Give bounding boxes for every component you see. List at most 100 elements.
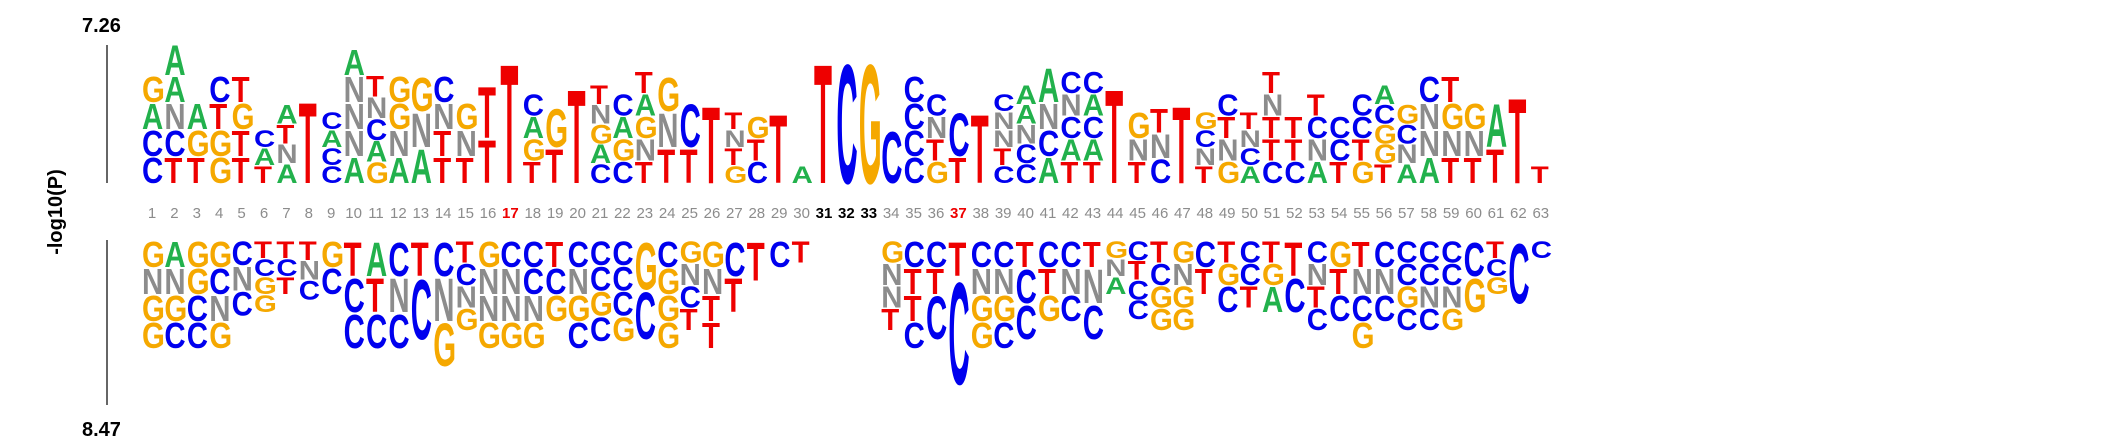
logo-letter: N [299, 256, 320, 286]
logo-letter: G [500, 316, 523, 357]
logo-letter: G [1441, 97, 1464, 138]
logo-letter: A [1419, 151, 1440, 192]
logo-letter: C [1150, 259, 1171, 293]
logo-letter: N [478, 289, 499, 330]
logo-letter: N [657, 103, 678, 157]
logo-letter: T [724, 268, 742, 322]
logo-letter: T [1374, 159, 1392, 189]
logo-letter: T [456, 236, 474, 270]
logo-letter: C [948, 254, 969, 416]
logo-letter: N [1172, 259, 1193, 293]
logo-letter: T [299, 236, 317, 266]
logo-letter: T [366, 268, 384, 322]
logo-letter: G [1352, 316, 1375, 357]
position-label: 7 [282, 205, 290, 222]
logo-letter: T [344, 232, 362, 286]
logo-letter: C [523, 89, 544, 123]
logo-letter: N [456, 124, 477, 165]
position-label: 54 [1331, 205, 1348, 222]
logo-letter: T [1284, 112, 1302, 146]
logo-letter: G [1352, 157, 1375, 191]
logo-letter: G [971, 289, 994, 330]
logo-letter: T [478, 72, 496, 153]
logo-letter: C [433, 232, 454, 286]
logo-letter: C [1016, 295, 1037, 349]
logo-letter: C [1307, 236, 1328, 270]
position-label: 62 [1510, 205, 1527, 222]
logo-letter: N [1150, 127, 1171, 166]
position-label: 52 [1286, 205, 1303, 222]
logo-letter: T [1195, 262, 1213, 303]
logo-letter: C [1486, 254, 1507, 281]
logo-letter: C [1060, 235, 1081, 276]
logo-letter: C [1352, 89, 1373, 123]
logo-letter: C [1195, 125, 1216, 152]
logo-letter: N [680, 259, 701, 293]
logo-letter: C [612, 285, 633, 324]
logo-letter: T [926, 262, 944, 303]
logo-letter: N [142, 262, 163, 303]
logo-letter: N [1307, 259, 1328, 293]
logo-letter: T [904, 262, 922, 303]
logo-letter: T [366, 71, 384, 104]
logo-letter: T [814, 28, 832, 219]
logo-letter: G [590, 285, 613, 324]
logo-letter: T [769, 96, 787, 204]
logo-letter: C [657, 235, 678, 276]
logo-letter: G [568, 289, 591, 330]
logo-letter: G [545, 98, 568, 159]
logo-letter: T [1083, 157, 1101, 191]
logo-letter: A [1038, 151, 1059, 192]
logo-letter: T [1329, 262, 1347, 303]
logo-letter: C [1240, 259, 1261, 293]
logo-letter: C [1083, 67, 1104, 101]
logo-letter: G [702, 235, 725, 276]
logo-letter: C [1038, 124, 1059, 165]
position-label: 5 [237, 205, 245, 222]
logo-letter: C [612, 259, 633, 298]
logo-letter: C [1128, 236, 1149, 266]
logo-letter: C [1307, 304, 1328, 338]
logo-letter: C [590, 159, 611, 189]
logo-letter: T [1352, 235, 1370, 276]
position-label: 33 [860, 205, 877, 222]
logo-letter: C [1240, 143, 1261, 170]
logo-letter: N [993, 262, 1014, 303]
logo-letter: N [1419, 281, 1440, 315]
logo-letter: G [1172, 236, 1195, 270]
position-label: 12 [390, 205, 407, 222]
logo-letter: A [1083, 134, 1104, 168]
logo-letter: N [1240, 125, 1261, 152]
logo-letter: C [1396, 259, 1417, 293]
logo-letter: C [1128, 276, 1149, 306]
logo-letter: G [1396, 100, 1419, 130]
logo-letter: C [388, 304, 409, 358]
logo-letter: C [1060, 289, 1081, 330]
logo-letter: C [612, 157, 633, 191]
logo-letter: C [680, 281, 701, 315]
logo-letter: T [1083, 235, 1101, 276]
position-label: 36 [928, 205, 945, 222]
logo-letter: C [1374, 235, 1395, 276]
logo-letter: T [724, 143, 743, 170]
logo-letter: T [635, 157, 653, 191]
logo-letter: G [1150, 304, 1173, 338]
logo-letter: C [1060, 67, 1081, 101]
logo-letter: T [1508, 73, 1526, 209]
logo-letter: A [1016, 100, 1037, 130]
logo-letter: T [1240, 107, 1259, 134]
logo-letter: N [164, 97, 185, 138]
logo-letter: G [612, 134, 635, 168]
logo-letter: C [164, 124, 185, 165]
logo-letter: C [1374, 100, 1395, 130]
logo-letter: T [971, 96, 989, 204]
logo-letter: C [1352, 289, 1373, 330]
logo-letter: G [1441, 304, 1464, 338]
logo-letter: G [1172, 304, 1195, 338]
position-label: 56 [1376, 205, 1393, 222]
logo-letter: G [254, 272, 277, 299]
position-label: 15 [457, 205, 474, 222]
logo-letter: C [1038, 235, 1059, 276]
logo-letter: C [568, 316, 589, 357]
position-label: 39 [995, 205, 1012, 222]
